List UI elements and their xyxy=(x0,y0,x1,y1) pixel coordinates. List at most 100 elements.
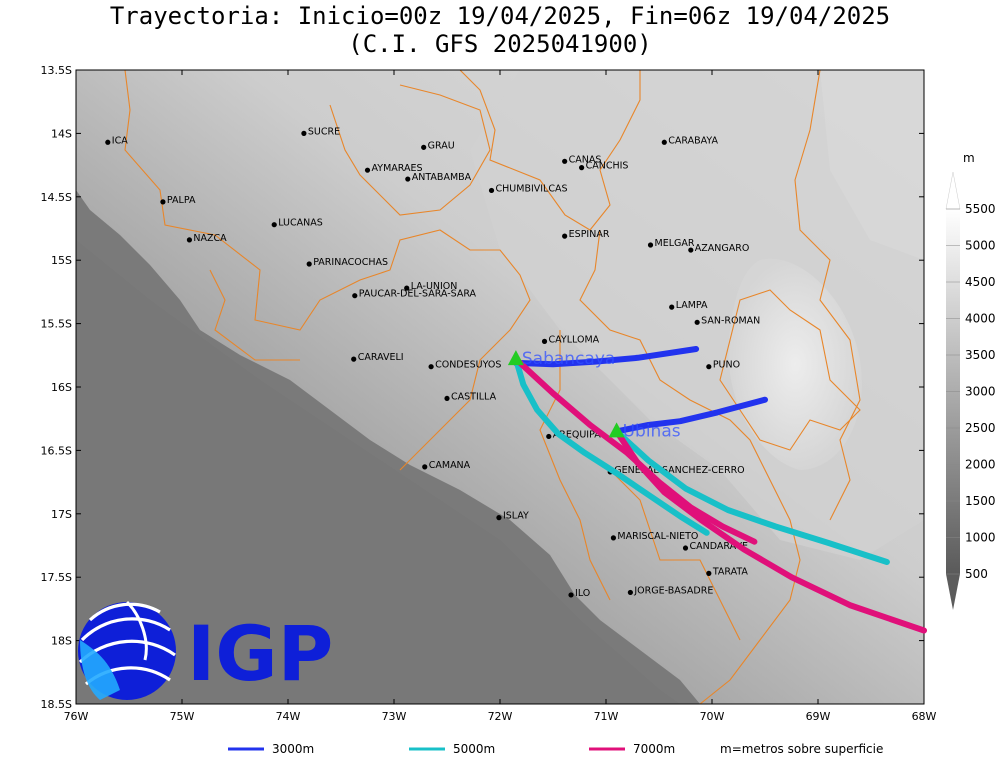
lat-tick-label: 17.5S xyxy=(41,571,72,584)
colorbar-tick-label: 4500 xyxy=(965,275,996,289)
place-dot xyxy=(301,130,307,136)
colorbar-tick-label: 500 xyxy=(965,567,988,581)
colorbar-tick-label: 2000 xyxy=(965,458,996,472)
place-label: PAUCAR-DEL-SARA-SARA xyxy=(359,289,477,300)
place-label: MELGAR xyxy=(655,238,695,249)
place-label: JORGE-BASADRE xyxy=(633,585,713,596)
place-label: GRAU xyxy=(428,140,455,151)
lat-tick-label: 14.5S xyxy=(41,191,72,204)
place-dot xyxy=(364,167,371,173)
place-dot xyxy=(405,176,411,182)
place-dot xyxy=(627,589,633,596)
volcano-label: Ubinas xyxy=(623,421,681,441)
place-dot xyxy=(647,242,654,248)
ocean-deep xyxy=(76,240,680,704)
colorbar-tick-label: 2500 xyxy=(965,421,996,435)
place-label: CARABAYA xyxy=(668,135,718,146)
legend-label: 5000m xyxy=(453,742,495,756)
colorbar-tick-label: 4000 xyxy=(965,312,996,326)
place-label: CHUMBIVILCAS xyxy=(496,183,568,194)
lon-tick-label: 76W xyxy=(64,710,89,723)
place-label: TARATA xyxy=(712,566,749,577)
place-dot xyxy=(562,158,568,164)
trajectory-3000m xyxy=(613,396,768,435)
place-dot xyxy=(568,592,574,598)
place-label: SAN-ROMAN xyxy=(701,315,760,326)
place-label: ANTABAMBA xyxy=(412,172,472,183)
place-label: CONDESUYOS xyxy=(435,360,501,371)
volcano-triangle-icon xyxy=(507,350,524,366)
colorbar-min-triangle xyxy=(946,574,960,610)
legend-label: 3000m xyxy=(272,742,314,756)
colorbar-tick-label: 3500 xyxy=(965,348,996,362)
volcano-triangle-icon xyxy=(608,422,625,438)
legend: 3000m 5000m 7000m m=metros sobre superficie xyxy=(228,742,883,756)
volcano-label: Sabancaya xyxy=(522,349,615,369)
lat-tick-label: 15.5S xyxy=(41,318,72,331)
place-dot xyxy=(306,261,312,267)
place-label: CANAS xyxy=(569,154,602,165)
place-dot xyxy=(688,247,694,253)
place-label: ISLAY xyxy=(503,511,529,522)
lat-tick-label: 16.5S xyxy=(41,444,72,457)
trajectory-5000m xyxy=(512,356,710,536)
lat-tick-label: 16S xyxy=(51,381,72,394)
place-label: CANDARAVE xyxy=(690,541,749,552)
place-label: LAMPA xyxy=(676,300,708,311)
trajectory-lines xyxy=(512,346,927,634)
eastern-terrain xyxy=(820,70,924,260)
place-label: GENERAL-SANCHEZ-CERRO xyxy=(614,465,744,476)
place-dot xyxy=(706,570,712,576)
lon-tick-label: 69W xyxy=(806,710,831,723)
place-label: AREQUIPA xyxy=(553,429,601,440)
place-dot xyxy=(541,338,548,344)
place-dot xyxy=(562,233,568,239)
logo-text: IGP xyxy=(187,609,333,698)
place-label: CARAVELI xyxy=(358,352,404,363)
place-dot xyxy=(351,356,357,362)
map-area xyxy=(76,70,924,704)
lon-tick-label: 72W xyxy=(488,710,513,723)
lon-tick-label: 74W xyxy=(276,710,301,723)
trajectory-5000m xyxy=(613,428,890,565)
place-label: ESPINAR xyxy=(569,229,610,240)
place-dot xyxy=(694,319,700,325)
colorbar-tick-label: 5000 xyxy=(965,239,996,253)
place-dot xyxy=(444,395,450,402)
place-label: CASTILLA xyxy=(451,391,497,402)
place-dot xyxy=(352,293,358,299)
igp-logo: IGP xyxy=(78,600,333,700)
axis-ticks: 76W 75W 74W 73W 72W 71W 70W 69W 68W 13.5S 14S 14.5S… xyxy=(41,64,937,723)
place-dot xyxy=(422,464,428,470)
place-label: AZANGARO xyxy=(695,243,750,254)
political-borders xyxy=(124,70,861,704)
colorbar-tick-label: 1500 xyxy=(965,494,996,508)
map-subtitle: (C.I. GFS 2025041900) xyxy=(348,30,652,58)
map-title: Trayectoria: Inicio=00z 19/04/2025, Fin=… xyxy=(109,2,891,30)
place-label: SUCRE xyxy=(308,126,340,137)
place-dot xyxy=(105,139,111,145)
place-label: MARISCAL-NIETO xyxy=(617,531,698,542)
volcano-markers: Sabancaya Ubinas xyxy=(507,349,681,441)
legend-label: 7000m xyxy=(633,742,675,756)
place-dot xyxy=(496,515,502,521)
lon-tick-label: 73W xyxy=(382,710,407,723)
lat-tick-label: 14S xyxy=(51,127,72,140)
place-dot xyxy=(706,364,712,370)
colorbar: m 500 1000 1500 2000 2500 3000 3500 4000 4500 500… xyxy=(945,151,996,610)
place-dot xyxy=(404,285,410,291)
place-dot xyxy=(579,165,585,171)
colorbar-tick-label: 1000 xyxy=(965,531,996,545)
lon-tick-label: 70W xyxy=(700,710,725,723)
place-label: NAZCA xyxy=(193,233,227,244)
place-dot xyxy=(546,433,552,440)
place-dot xyxy=(421,144,427,150)
place-label: PALPA xyxy=(167,195,196,206)
place-label: PUNO xyxy=(713,360,740,371)
place-label: CAMANA xyxy=(429,460,471,471)
legend-note: m=metros sobre superficie xyxy=(720,742,883,756)
place-label: ICA xyxy=(112,135,128,146)
lon-tick-label: 68W xyxy=(912,710,937,723)
place-dot xyxy=(488,187,495,194)
